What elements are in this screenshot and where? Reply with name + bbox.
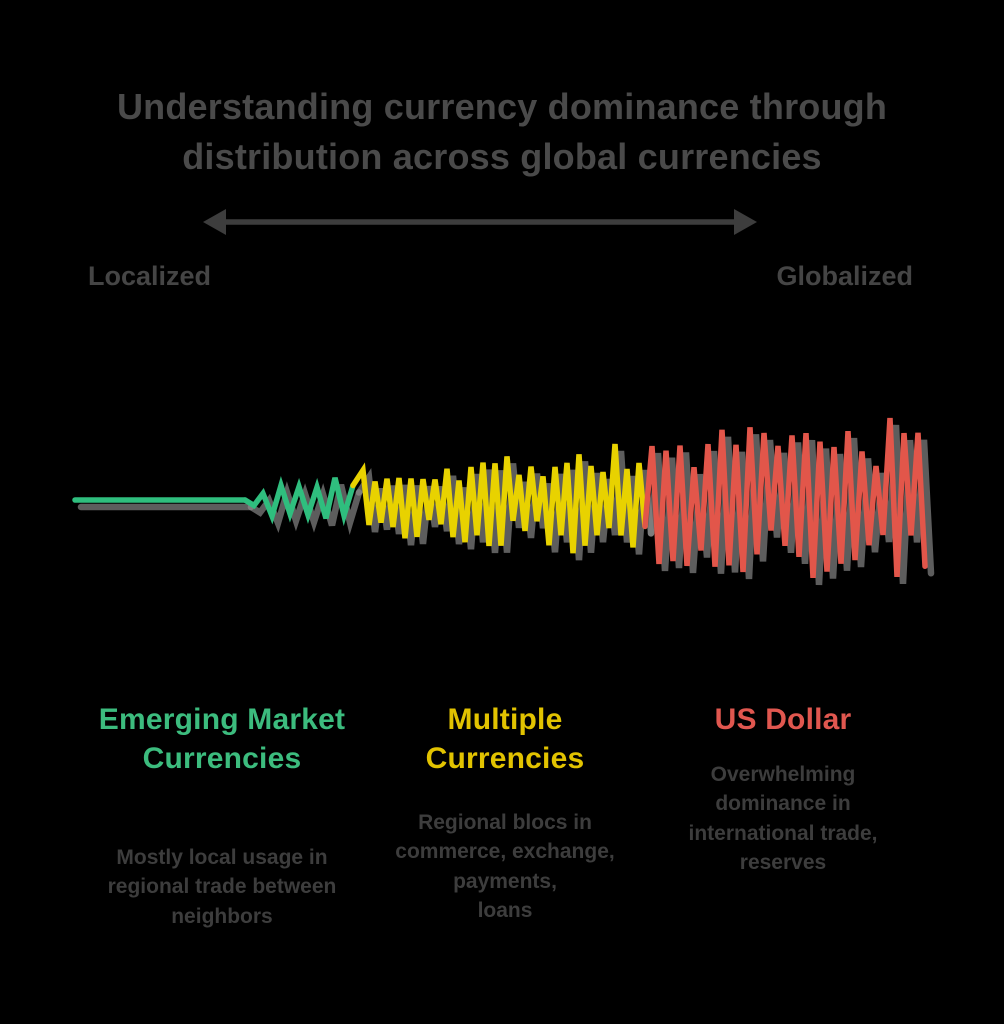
section-description-emerging-market-currencies: Mostly local usage in regional trade bet… <box>107 846 337 928</box>
section-heading-emerging-market-currencies: Emerging Market Currencies <box>98 703 346 775</box>
section-description-multiple-currencies: Regional blocs in commerce, exchange, pa… <box>395 811 615 923</box>
section-heading-multiple-currencies: Multiple Currencies <box>425 703 585 775</box>
section-heading-us-dollar: US Dollar <box>714 703 852 736</box>
section-description-us-dollar: Overwhelming dominance in international … <box>688 763 878 875</box>
spectrum-label-localized: Localized <box>88 261 212 291</box>
double-arrow-icon <box>203 209 757 235</box>
spectrum-arrow <box>203 209 757 235</box>
spectrum-label-globalized: Globalized <box>776 261 913 291</box>
waveform-lines <box>72 417 928 579</box>
page-title: Understanding currency dominance through… <box>116 86 888 177</box>
